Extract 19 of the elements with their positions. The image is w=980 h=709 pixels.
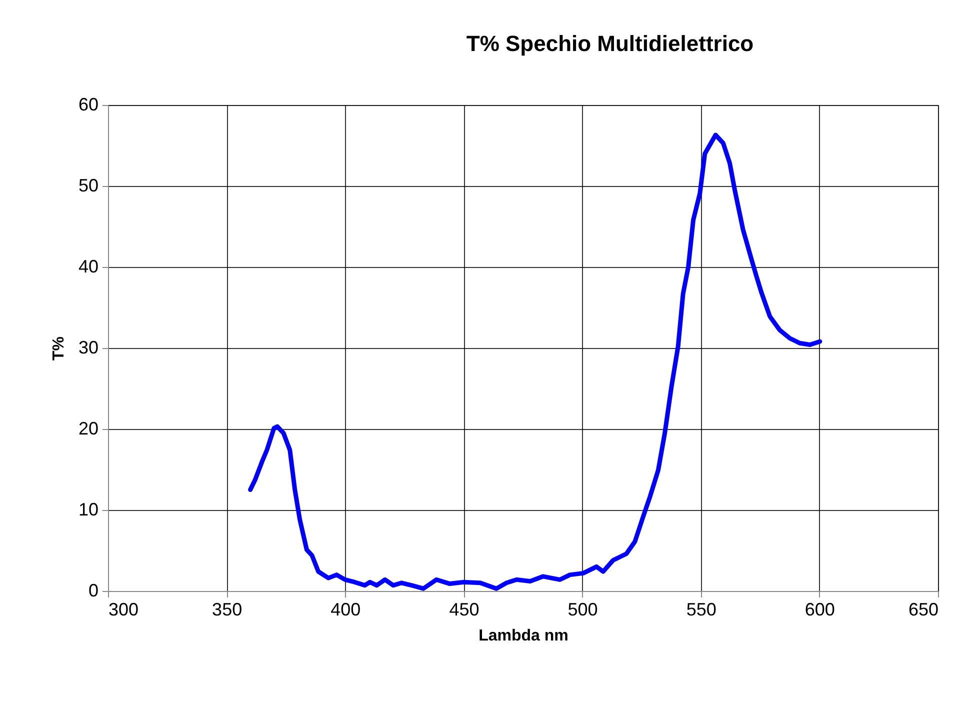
x-tick-label: 650 (908, 600, 938, 620)
line-series (248, 132, 822, 591)
y-tick-label: 50 (78, 176, 98, 196)
chart-title: T% Spechio Multidielettrico (466, 31, 754, 56)
x-tick-label: 350 (212, 600, 242, 620)
x-tick-label: 300 (108, 600, 139, 620)
x-tick-label: 450 (449, 600, 480, 620)
y-axis-title: T% (50, 336, 68, 360)
y-tick-label: 60 (78, 94, 98, 114)
y-tick-label: 40 (78, 256, 98, 276)
x-tick-label: 500 (568, 600, 598, 620)
y-tick-label: 30 (78, 338, 98, 358)
x-tick-label: 600 (804, 600, 835, 620)
y-tick-label: 10 (78, 500, 98, 520)
y-tick-label: 0 (88, 580, 98, 600)
x-tick-label: 550 (686, 600, 716, 620)
y-tick-label: 20 (78, 418, 98, 438)
x-axis-title: Lambda nm (478, 628, 568, 644)
x-tick-label: 400 (330, 600, 361, 620)
